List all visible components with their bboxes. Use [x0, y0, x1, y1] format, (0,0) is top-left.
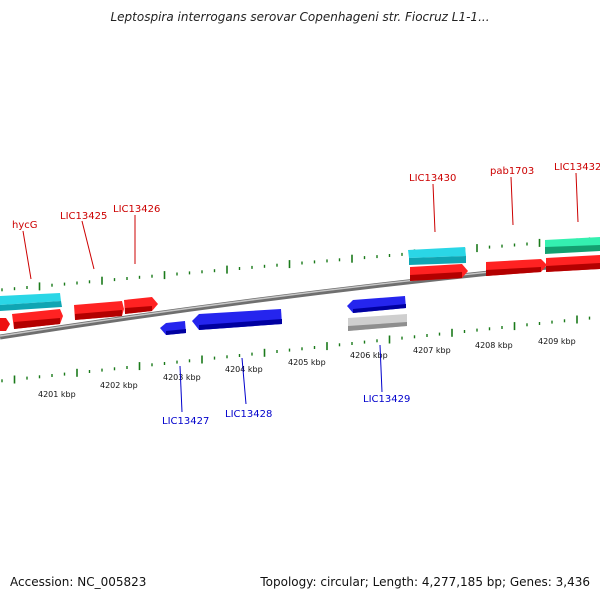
leader-line [241, 357, 247, 405]
scale-label: 4209 kbp [538, 337, 576, 346]
gene-green[interactable] [545, 237, 600, 254]
leader-line [179, 365, 183, 413]
leader-line [379, 344, 383, 393]
gene-red-left-edge[interactable] [0, 318, 10, 331]
scale-label: 4207 kbp [413, 346, 451, 355]
gene-red-4[interactable] [410, 264, 468, 281]
gene-red-5[interactable] [486, 259, 547, 276]
scale-label: 4206 kbp [350, 351, 388, 360]
gene-label-lic13428[interactable]: LIC13428 [225, 409, 272, 420]
gene-cyan-right[interactable] [408, 247, 466, 265]
gene-red-3[interactable] [124, 297, 158, 314]
top-gene-labels: hycG LIC13425 LIC13426 LIC13430 pab1703 … [12, 162, 600, 280]
gene-label-lic13427[interactable]: LIC13427 [162, 416, 209, 427]
scale-label: 4201 kbp [38, 390, 76, 399]
gene-red-6[interactable] [546, 255, 600, 272]
leader-line [575, 172, 579, 223]
gene-label-pab1703[interactable]: pab1703 [490, 166, 534, 177]
leader-line [432, 183, 436, 233]
scale-labels: 4201 kbp 4202 kbp 4203 kbp 4204 kbp 4205… [38, 337, 576, 399]
bottom-gene-labels: LIC13427 LIC13428 LIC13429 [162, 344, 410, 427]
accession-text: Accession: NC_005823 [10, 575, 147, 589]
genome-title: Leptospira interrogans serovar Copenhage… [110, 10, 490, 24]
scale-label: 4205 kbp [288, 358, 326, 367]
scale-label: 4202 kbp [100, 381, 138, 390]
gene-blue-1[interactable] [160, 321, 186, 335]
reverse-tick-row [1, 315, 591, 384]
scale-label: 4204 kbp [225, 365, 263, 374]
gene-red-2[interactable] [74, 301, 124, 320]
gene-gray[interactable] [348, 314, 407, 331]
leader-line [81, 220, 95, 270]
topology-summary: Topology: circular; Length: 4,277,185 bp… [260, 575, 590, 589]
gene-label-lic13430[interactable]: LIC13430 [409, 173, 456, 184]
gene-label-lic13425[interactable]: LIC13425 [60, 211, 107, 222]
gene-label-lic13429[interactable]: LIC13429 [363, 394, 410, 405]
gene-blue-2[interactable] [192, 309, 282, 330]
scale-label: 4208 kbp [475, 341, 513, 350]
scale-label: 4203 kbp [163, 373, 201, 382]
gene-label-hycg[interactable]: hycG [12, 220, 38, 231]
gene-blue-3[interactable] [347, 296, 406, 313]
leader-line [22, 230, 32, 280]
gene-cyan-left[interactable] [0, 293, 62, 311]
leader-line [510, 176, 514, 226]
gene-red-1[interactable] [12, 309, 63, 329]
gene-label-lic13426[interactable]: LIC13426 [113, 204, 160, 215]
gene-label-lic13432[interactable]: LIC13432 [554, 162, 600, 173]
